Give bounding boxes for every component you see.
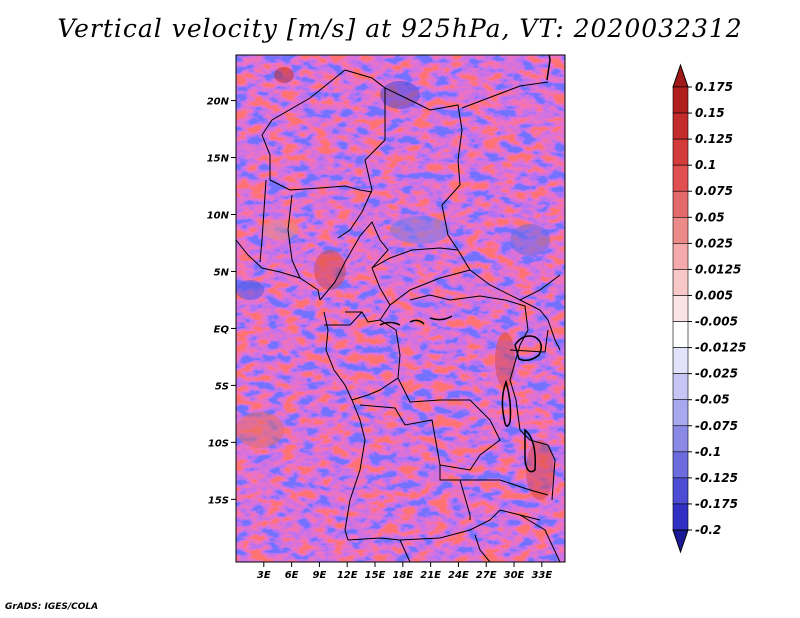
lon-tick-label: 3E: [257, 570, 271, 581]
lon-tick-label: 6E: [285, 570, 299, 581]
lon-tick-label: 30E: [504, 570, 525, 581]
colorbar-level-label: -0.075: [695, 419, 738, 433]
colorbar-level-label: -0.05: [695, 393, 730, 407]
lat-tick-label: EQ: [214, 324, 230, 335]
colorbar-level-label: 0.0125: [695, 262, 741, 276]
colorbar-level-label: -0.125: [695, 471, 738, 485]
colorbar-level-label: 0.075: [695, 184, 733, 198]
colorbar-top-arrow: [672, 63, 689, 88]
colorbar-segment: [672, 321, 689, 348]
colorbar: 0.175 0.15 0.125 0.1 0.075 0.05 0.025 0.0125 0.0…: [672, 63, 746, 554]
grads-credit: GrADS: IGES/COLA: [5, 602, 99, 612]
colorbar-segment: [672, 269, 689, 296]
colorbar-segment: [672, 373, 689, 401]
colorbar-level-label: 0.05: [695, 210, 725, 224]
colorbar-level-label: 0.005: [695, 288, 733, 302]
colorbar-level-label: 0.125: [695, 132, 733, 146]
colorbar-level-label: 0.175: [695, 80, 733, 94]
lat-tick-label: 15S: [208, 495, 229, 506]
colorbar-segment: [672, 503, 689, 531]
colorbar-segment: [672, 112, 689, 140]
colorbar-segment: [672, 295, 689, 322]
colorbar-segment: [672, 477, 689, 505]
lat-tick-label: 20N: [207, 97, 230, 108]
colorbar-segment: [672, 451, 689, 479]
latitude-axis: 20N 15N 10N 5N EQ 5S 10S 15S: [207, 97, 236, 506]
map-frame: [235, 54, 566, 563]
lat-tick-label: 10N: [207, 211, 230, 222]
lon-tick-label: 18E: [392, 570, 413, 581]
colorbar-segment: [672, 347, 689, 374]
colorbar-bottom-arrow: [672, 529, 689, 554]
lon-tick-label: 15E: [365, 570, 386, 581]
lon-tick-label: 33E: [531, 570, 552, 581]
colorbar-level-label: -0.025: [695, 367, 738, 381]
colorbar-segment: [672, 399, 689, 427]
longitude-axis: 3E 6E 9E 12E 15E 18E 21E 24E 27E 30E 33E: [257, 562, 552, 581]
map-title: Vertical velocity [m/s] at 925hPa, VT: 2…: [57, 14, 743, 43]
lon-tick-label: 21E: [420, 570, 441, 581]
colorbar-segment: [672, 190, 689, 218]
country-borders: [236, 69, 561, 562]
colorbar-level-label: 0.1: [695, 158, 716, 172]
colorbar-segment: [672, 164, 689, 192]
lon-tick-label: 27E: [476, 570, 497, 581]
colorbar-segment: [672, 243, 689, 270]
colorbar-level-label: -0.1: [695, 445, 721, 459]
lat-tick-label: 5S: [215, 381, 229, 392]
colorbar-level-label: -0.005: [695, 315, 738, 329]
colorbar-segment: [672, 86, 689, 114]
colorbar-level-label: -0.2: [695, 523, 721, 537]
vertical-velocity-field: [236, 55, 565, 562]
colorbar-level-label: 0.025: [695, 236, 733, 250]
colorbar-level-label: 0.15: [695, 106, 725, 120]
lat-tick-label: 15N: [207, 154, 230, 165]
lon-tick-label: 12E: [337, 570, 358, 581]
colorbar-segment: [672, 425, 689, 453]
lake-outlines: [379, 55, 551, 473]
colorbar-level-label: -0.0125: [695, 341, 746, 355]
lon-tick-label: 24E: [448, 570, 469, 581]
colorbar-level-label: -0.175: [695, 497, 738, 511]
colorbar-segment: [672, 216, 689, 244]
lat-tick-label: 10S: [208, 438, 229, 449]
colorbar-segment: [672, 138, 689, 166]
lon-tick-label: 9E: [313, 570, 327, 581]
lat-tick-label: 5N: [214, 267, 230, 278]
